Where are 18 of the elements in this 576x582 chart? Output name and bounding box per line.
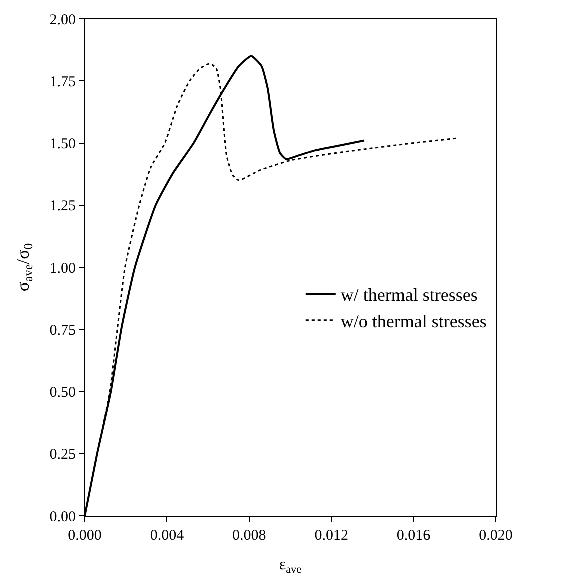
y-tick-label: 1.25 <box>50 198 76 215</box>
y-tick-label: 1.00 <box>50 260 76 277</box>
x-tick-label: 0.016 <box>396 528 432 544</box>
y-tick-label: 2.00 <box>50 12 76 28</box>
x-tick-label: 0.012 <box>314 528 348 544</box>
x-tick-label: 0.000 <box>68 528 102 544</box>
y-tick-label: 0.25 <box>50 447 76 464</box>
y-tick-label: 0.75 <box>50 322 76 339</box>
y-tick-label: 0.00 <box>50 509 76 526</box>
y-tick-label: 1.75 <box>50 74 76 90</box>
y-tick-label: 0.50 <box>50 385 76 401</box>
y-tick-label: 1.50 <box>50 136 76 152</box>
x-tick-label: 0.008 <box>232 528 266 544</box>
x-tick-label: 0.020 <box>479 528 513 544</box>
x-tick-label: 0.004 <box>150 528 185 544</box>
x-axis-title: ε$_{ave}$ <box>279 556 302 576</box>
legend-label: w/o thermal stresses <box>340 311 487 332</box>
legend-label: w/ thermal stresses <box>340 284 478 305</box>
